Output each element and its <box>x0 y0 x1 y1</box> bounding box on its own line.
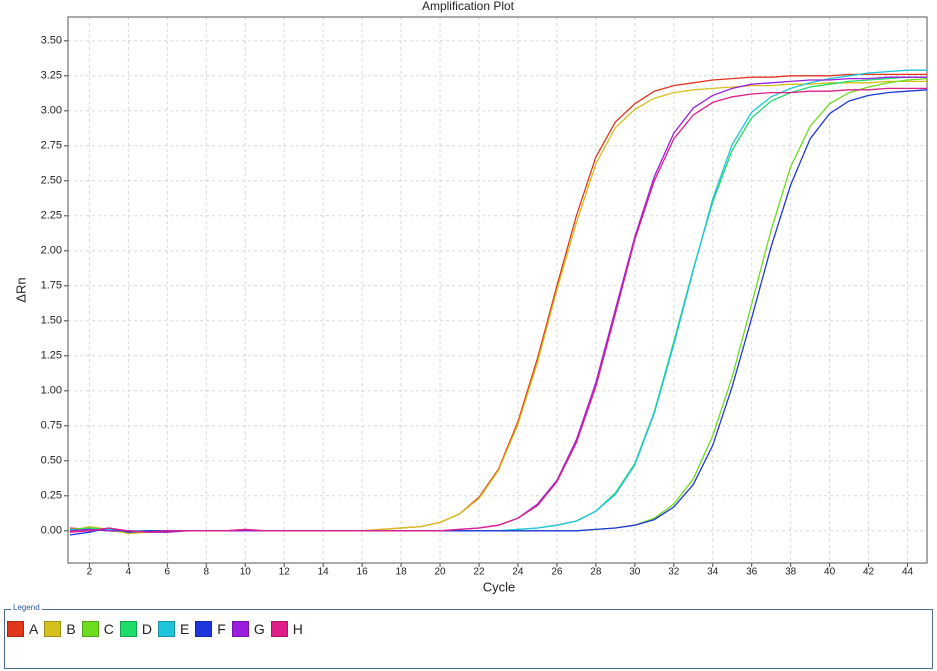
legend-swatch <box>157 621 175 637</box>
legend-label: G <box>253 621 265 637</box>
legend: Legend A B C D E F G H <box>4 603 933 669</box>
y-tick-label: 2.50 <box>41 175 62 187</box>
y-tick-label: 0.50 <box>41 455 62 467</box>
legend-swatch <box>270 621 288 637</box>
legend-label: F <box>217 621 226 637</box>
x-tick-label: 22 <box>473 567 485 578</box>
chart-title: Amplification Plot <box>422 0 515 13</box>
legend-item: B <box>44 621 76 637</box>
legend-label: A <box>29 621 39 637</box>
x-tick-label: 36 <box>746 567 758 578</box>
legend-item: D <box>119 621 152 637</box>
legend-item: G <box>231 621 265 637</box>
legend-item: F <box>195 621 226 637</box>
legend-item: A <box>7 621 38 637</box>
y-tick-label: 3.25 <box>41 70 62 82</box>
y-tick-label: 1.25 <box>41 350 62 362</box>
x-tick-label: 38 <box>785 567 797 578</box>
x-tick-label: 18 <box>396 567 408 578</box>
y-tick-label: 3.50 <box>41 35 62 47</box>
legend-label: B <box>66 621 76 637</box>
x-tick-label: 16 <box>357 567 369 578</box>
y-axis-label: ΔRn <box>13 277 28 302</box>
x-tick-label: 34 <box>707 567 719 578</box>
x-tick-label: 40 <box>824 567 836 578</box>
x-tick-label: 32 <box>668 567 680 578</box>
y-tick-label: 0.75 <box>41 420 62 432</box>
y-tick-label: 2.00 <box>41 245 62 257</box>
x-tick-label: 20 <box>434 567 446 578</box>
y-tick-label: 2.75 <box>41 140 62 152</box>
y-tick-label: 1.75 <box>41 280 62 292</box>
series-line <box>69 87 927 533</box>
legend-swatch <box>195 621 213 637</box>
y-tick-label: 3.00 <box>41 105 62 117</box>
x-tick-label: 12 <box>279 567 291 578</box>
x-tick-label: 6 <box>165 567 171 578</box>
plot-area <box>68 17 927 563</box>
x-tick-label: 2 <box>87 567 93 578</box>
plot-border <box>67 16 928 564</box>
x-tick-label: 24 <box>512 567 524 578</box>
x-tick-label: 10 <box>240 567 252 578</box>
legend-label: H <box>292 621 303 637</box>
y-tick-label: 0.00 <box>41 525 62 537</box>
legend-title: Legend <box>11 603 42 612</box>
x-tick-label: 30 <box>629 567 641 578</box>
legend-swatch <box>44 621 62 637</box>
x-tick-label: 28 <box>590 567 602 578</box>
legend-label: E <box>179 621 190 637</box>
x-axis-label: Cycle <box>483 579 516 594</box>
y-tick-label: 2.25 <box>41 210 62 222</box>
x-tick-label: 8 <box>204 567 210 578</box>
y-tick-label: 1.50 <box>41 315 62 327</box>
legend-label: D <box>141 621 152 637</box>
legend-item: E <box>157 621 190 637</box>
y-tick-label: 0.25 <box>41 490 62 502</box>
x-tick-label: 14 <box>318 567 330 578</box>
x-tick-label: 42 <box>863 567 875 578</box>
y-tick-label: 1.00 <box>41 385 62 397</box>
legend-item: H <box>270 621 303 637</box>
legend-swatch <box>81 621 99 637</box>
chart: Amplification Plot Cycle ΔRn 0.00 0.25 0.5… <box>13 0 928 594</box>
legend-swatch <box>119 621 137 637</box>
legend-label: C <box>103 621 114 637</box>
legend-swatch <box>7 621 24 637</box>
legend-swatch <box>231 621 249 637</box>
legend-items: A B C D E F G H <box>7 621 309 637</box>
x-tick-label: 4 <box>126 567 132 578</box>
x-tick-label: 44 <box>902 567 914 578</box>
x-tick-label: 26 <box>551 567 563 578</box>
legend-item: C <box>81 621 114 637</box>
